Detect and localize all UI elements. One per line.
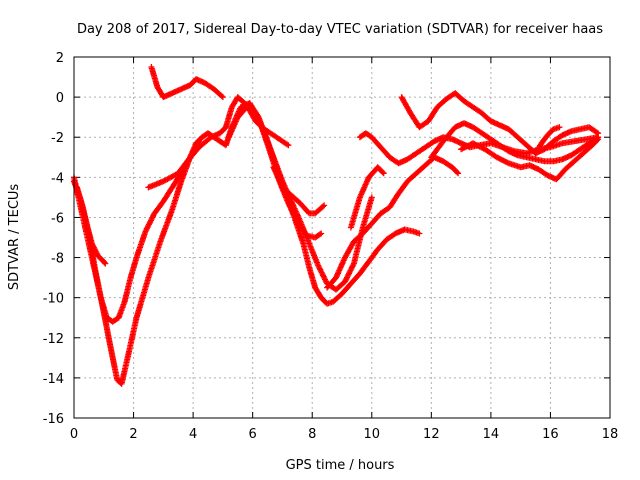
series-track-8 [270,164,328,217]
data-point-marker [101,259,108,266]
x-axis-label: GPS time / hours [286,458,395,473]
data-point-marker [218,93,225,100]
data-point-marker [454,169,461,176]
y-tick-label: -14 [43,372,64,387]
data-point-marker [219,94,226,101]
data-point-marker [284,141,291,148]
y-tick-label: 2 [56,51,64,66]
x-tick-label: 0 [70,427,78,442]
y-tick-label: -6 [51,211,64,226]
data-point-marker [379,169,386,176]
y-tick-label: -4 [51,171,64,186]
series-track-15 [532,124,563,157]
data-points [71,64,602,387]
chart-title: Day 208 of 2017, Sidereal Day-to-day VTE… [77,22,603,37]
axis-ticks: 0 2 4 6 8 10 12 14 16 18 -16 -14 -12 -10 -8 -6 -4 -2 0 2 [43,51,619,442]
data-point-marker [556,124,563,131]
data-point-marker [380,170,387,177]
x-tick-label: 4 [189,427,197,442]
plot-frame [73,56,611,419]
data-point-marker [455,170,462,177]
y-tick-label: -8 [51,252,64,267]
y-axis-label: SDTVAR / TECUs [7,184,22,291]
data-point-marker [93,249,100,256]
x-tick-label: 6 [249,427,257,442]
data-point-marker [285,142,292,149]
data-point-marker [475,142,482,149]
y-tick-label: 0 [56,91,64,106]
data-point-marker [594,137,601,144]
y-tick-label: -10 [43,292,64,307]
data-point-marker [318,230,325,237]
data-point-marker [320,203,326,210]
data-point-marker [593,129,600,136]
data-point-marker [497,156,504,163]
series-track-4 [148,64,226,101]
series-track-14 [458,136,602,183]
data-point-marker [321,202,328,209]
series-track-12 [398,90,602,157]
x-tick-label: 8 [308,427,316,442]
x-tick-label: 14 [483,427,500,442]
data-point-marker [102,260,109,267]
data-point-marker [90,243,97,250]
x-tick-label: 18 [602,427,619,442]
y-tick-label: -2 [51,131,64,146]
series-track-13 [428,120,602,165]
series-track-3 [71,178,109,267]
x-tick-label: 2 [129,427,137,442]
data-point-marker [595,136,602,143]
x-tick-label: 16 [542,427,559,442]
series-track-2 [74,138,203,325]
x-tick-label: 12 [423,427,440,442]
y-tick-label: -12 [43,332,64,347]
data-point-marker [196,138,203,145]
data-point-marker [317,231,323,238]
series-track-10 [324,154,462,291]
data-point-marker [368,194,375,201]
data-point-marker [416,230,423,237]
y-tick-label: -16 [43,412,64,427]
x-tick-label: 10 [364,427,381,442]
series-track-9 [347,164,387,231]
